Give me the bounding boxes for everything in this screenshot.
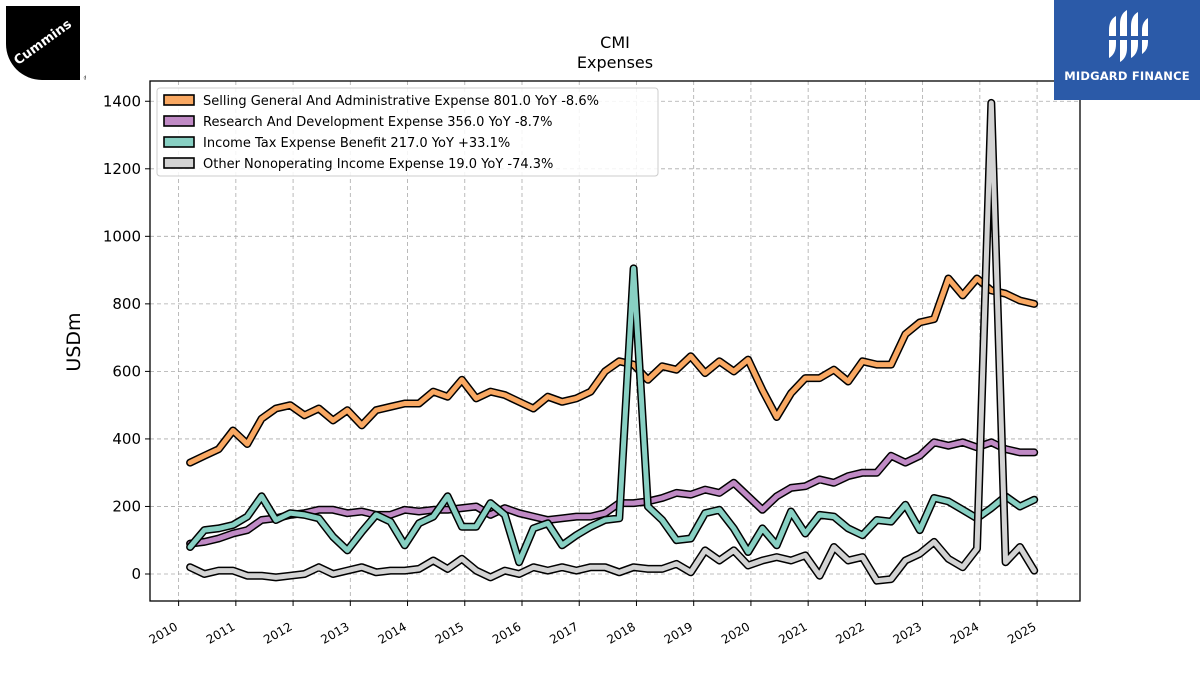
y-tick-label: 1400 (103, 92, 141, 110)
x-tick-label: 2023 (891, 619, 924, 646)
y-tick-label: 200 (112, 497, 141, 515)
legend: Selling General And Administrative Expen… (157, 88, 658, 176)
y-tick-label: 0 (131, 565, 141, 583)
y-tick-label: 400 (112, 430, 141, 448)
y-tick-label: 600 (112, 362, 141, 380)
midgard-emblem-icon (1054, 0, 1200, 70)
brand-name: MIDGARD FINANCE (1054, 69, 1200, 83)
x-tick-label: 2024 (948, 619, 981, 646)
legend-swatch (164, 158, 194, 168)
cummins-logo: Cummins ® (6, 6, 86, 82)
legend-entry-label: Other Nonoperating Income Expense 19.0 Y… (203, 157, 553, 172)
legend-entry-label: Selling General And Administrative Expen… (203, 94, 599, 109)
legend-entry-label: Research And Development Expense 356.0 Y… (203, 115, 553, 130)
x-tick-label: 2021 (776, 619, 809, 646)
legend-swatch (164, 95, 194, 105)
x-tick-label: 2012 (261, 619, 294, 646)
x-tick-label: 2016 (490, 619, 523, 646)
x-tick-label: 2018 (605, 619, 638, 646)
y-tick-label: 800 (112, 295, 141, 313)
x-tick-label: 2022 (833, 619, 866, 646)
chart-subtitle: Expenses (577, 53, 653, 72)
x-tick-label: 2017 (547, 619, 580, 646)
x-tick-label: 2010 (147, 619, 180, 646)
expenses-line-chart: CMI Expenses USDm 0 200 400 600 800 1000 1200 1… (0, 0, 1200, 675)
x-tick-label: 2013 (318, 619, 351, 646)
legend-swatch (164, 137, 194, 147)
cummins-logo-mark: Cummins ® (6, 6, 86, 82)
x-tick-label: 2020 (719, 619, 752, 646)
series-line-outline (190, 279, 1034, 463)
y-axis-label: USDm (63, 312, 85, 371)
series-line-outline (190, 442, 1034, 543)
legend-entry-label: Income Tax Expense Benefit 217.0 YoY +33… (203, 136, 510, 151)
y-tick-label: 1200 (103, 160, 141, 178)
x-tick-label: 2011 (204, 619, 237, 646)
x-tick-label: 2014 (376, 619, 409, 646)
x-tick-label: 2019 (662, 619, 695, 646)
series-line (190, 268, 1034, 562)
x-tick-label: 2015 (433, 619, 466, 646)
y-tick-label: 1000 (103, 227, 141, 245)
x-tick-label: 2025 (1005, 619, 1038, 646)
chart-title: CMI (600, 33, 630, 52)
midgard-finance-logo: MIDGARD FINANCE (1054, 0, 1200, 100)
legend-swatch (164, 116, 194, 126)
svg-text:®: ® (83, 75, 86, 82)
